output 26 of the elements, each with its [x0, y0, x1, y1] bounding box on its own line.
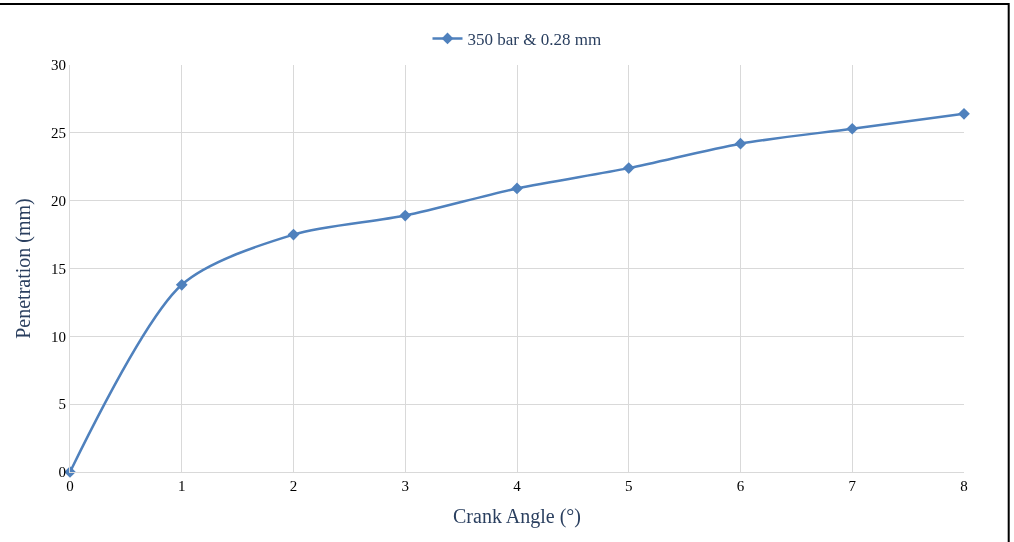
y-axis-title: Penetration (mm) [11, 198, 35, 339]
y-tick-label: 5 [58, 396, 66, 413]
x-tick-label: 7 [848, 478, 857, 494]
legend-label: 350 bar & 0.28 mm [467, 30, 602, 50]
x-tick-label: 3 [401, 478, 409, 494]
y-tick-label: 15 [51, 260, 66, 277]
x-tick-label: 1 [178, 478, 186, 494]
y-tick-label: 10 [51, 328, 66, 345]
y-tick-label: 30 [51, 57, 66, 74]
point [734, 137, 747, 150]
x-tick-label: 4 [513, 478, 522, 494]
point [175, 278, 188, 291]
y-tick-label: 0 [58, 464, 66, 481]
x-axis-title: Crank Angle (°) [453, 504, 581, 528]
x-tick-label: 5 [625, 478, 633, 494]
y-tick-label: 25 [51, 125, 66, 142]
point [846, 122, 859, 135]
x-tick-label: 2 [289, 478, 298, 494]
y-tick-label: 20 [51, 192, 66, 209]
x-tick-label: 8 [960, 478, 968, 494]
point [622, 162, 635, 174]
x-tick-label: 6 [736, 478, 745, 494]
point [399, 209, 412, 222]
point [287, 228, 300, 241]
point [958, 107, 970, 120]
point [511, 182, 523, 195]
